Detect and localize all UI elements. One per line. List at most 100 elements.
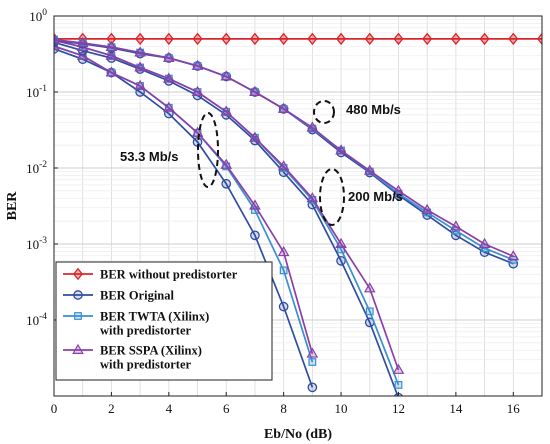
diamond-marker bbox=[479, 32, 490, 46]
annotation-layer: 53.3 Mb/s 200 Mb/s 480 Mb/s bbox=[120, 100, 403, 226]
square-marker bbox=[308, 358, 317, 366]
circle-marker bbox=[336, 256, 346, 266]
legend-label: BER Original bbox=[100, 289, 174, 303]
x-tick-label: 6 bbox=[223, 401, 230, 416]
diamond-marker bbox=[249, 32, 260, 46]
triangle-marker bbox=[249, 199, 261, 210]
x-tick-label: 10 bbox=[335, 401, 348, 416]
y-tick-label: 10-4 bbox=[26, 312, 47, 328]
circle-marker bbox=[221, 178, 232, 189]
x-tick-label: 2 bbox=[108, 401, 115, 416]
series-line bbox=[54, 39, 400, 371]
triangle-marker bbox=[162, 101, 175, 112]
legend-entry: BER SSPA (Xilinx)with predistorter bbox=[63, 344, 202, 372]
triangle-marker bbox=[162, 51, 175, 62]
triangle-marker bbox=[277, 245, 290, 257]
diamond-marker bbox=[192, 32, 203, 46]
triangle-marker bbox=[105, 49, 118, 60]
x-tick-label: 4 bbox=[166, 401, 173, 416]
axis-ticks: 0 2 4 6 8 10 12 14 16 100 10-1 10-2 10-3 10-4 bbox=[26, 8, 520, 416]
triangle-marker bbox=[306, 121, 319, 132]
x-axis-label: Eb/No (dB) bbox=[264, 427, 332, 442]
triangle-marker bbox=[220, 158, 233, 169]
annotation-ellipse bbox=[319, 168, 345, 226]
diamond-marker bbox=[422, 32, 433, 46]
annotation-ellipse bbox=[313, 100, 335, 124]
triangle-marker bbox=[363, 164, 376, 175]
y-tick-label: 10-1 bbox=[26, 84, 47, 100]
series-line bbox=[54, 45, 314, 354]
triangle-marker bbox=[335, 144, 347, 155]
legend-entry: BER TWTA (Xilinx)with predistorter bbox=[63, 310, 209, 338]
legend-entry: BER without predistorter bbox=[63, 268, 238, 282]
circle-marker bbox=[278, 301, 289, 312]
circle-marker bbox=[307, 382, 318, 393]
legend-entry: BER Original bbox=[63, 289, 174, 303]
annotation-label: 200 Mb/s bbox=[348, 189, 403, 204]
grid bbox=[54, 16, 542, 396]
triangle-marker bbox=[392, 184, 405, 195]
triangle-marker bbox=[277, 160, 290, 171]
y-tick-label: 100 bbox=[29, 8, 47, 24]
series-9 bbox=[54, 33, 520, 261]
triangle-marker bbox=[54, 33, 60, 44]
legend-label: with predistorter bbox=[100, 324, 192, 338]
x-tick-label: 12 bbox=[392, 401, 405, 416]
triangle-marker bbox=[191, 85, 204, 96]
x-tick-label: 14 bbox=[449, 401, 463, 416]
annotation-label: 480 Mb/s bbox=[346, 102, 401, 117]
triangle-marker bbox=[249, 131, 261, 142]
legend-label: BER TWTA (Xilinx) bbox=[100, 310, 209, 324]
series-0 bbox=[54, 32, 542, 46]
annotation-ellipse bbox=[197, 112, 219, 188]
triangle-marker bbox=[392, 363, 405, 374]
triangle-marker bbox=[134, 79, 146, 90]
legend-label: BER without predistorter bbox=[100, 268, 238, 282]
diamond-marker bbox=[450, 32, 461, 46]
triangle-marker bbox=[249, 85, 261, 96]
x-tick-label: 8 bbox=[280, 401, 287, 416]
triangle-marker bbox=[507, 250, 520, 261]
diamond-marker bbox=[336, 32, 347, 46]
x-tick-label: 0 bbox=[51, 401, 58, 416]
legend-box bbox=[55, 261, 273, 381]
plot-frame bbox=[53, 15, 543, 397]
triangle-marker bbox=[335, 237, 347, 248]
circle-marker bbox=[73, 290, 83, 300]
triangle-marker bbox=[306, 347, 319, 358]
triangle-marker bbox=[105, 40, 118, 52]
triangle-marker bbox=[134, 61, 146, 72]
square-marker bbox=[279, 266, 288, 275]
diamond-marker bbox=[536, 32, 542, 46]
series-line bbox=[54, 38, 514, 258]
triangle-marker bbox=[76, 36, 89, 48]
legend-label: BER SSPA (Xilinx) bbox=[100, 344, 202, 358]
diamond-marker bbox=[307, 32, 318, 46]
series-3 bbox=[54, 40, 319, 358]
triangle-marker bbox=[277, 102, 290, 113]
circle-marker bbox=[250, 230, 260, 241]
diamond-marker bbox=[393, 32, 404, 46]
triangle-marker bbox=[220, 105, 233, 116]
triangle-marker bbox=[134, 46, 146, 57]
diamond-marker bbox=[163, 32, 174, 46]
triangle-marker bbox=[450, 220, 462, 231]
y-tick-label: 10-2 bbox=[26, 160, 47, 176]
series-layer bbox=[54, 32, 542, 396]
diamond-marker bbox=[135, 32, 146, 46]
triangle-marker bbox=[220, 70, 233, 81]
diamond-marker bbox=[72, 267, 84, 281]
triangle-marker bbox=[105, 66, 118, 77]
legend: BER without predistorter BER Original BER … bbox=[55, 261, 273, 381]
y-tick-label: 10-3 bbox=[26, 236, 47, 252]
diamond-marker bbox=[508, 32, 519, 46]
triangle-marker bbox=[162, 72, 175, 83]
legend-label: with predistorter bbox=[100, 358, 192, 372]
triangle-marker bbox=[191, 59, 204, 70]
triangle-marker bbox=[306, 192, 319, 203]
square-marker bbox=[365, 307, 374, 316]
triangle-marker bbox=[363, 282, 376, 293]
annotation-label: 53.3 Mb/s bbox=[120, 149, 179, 164]
triangle-marker bbox=[72, 343, 84, 354]
